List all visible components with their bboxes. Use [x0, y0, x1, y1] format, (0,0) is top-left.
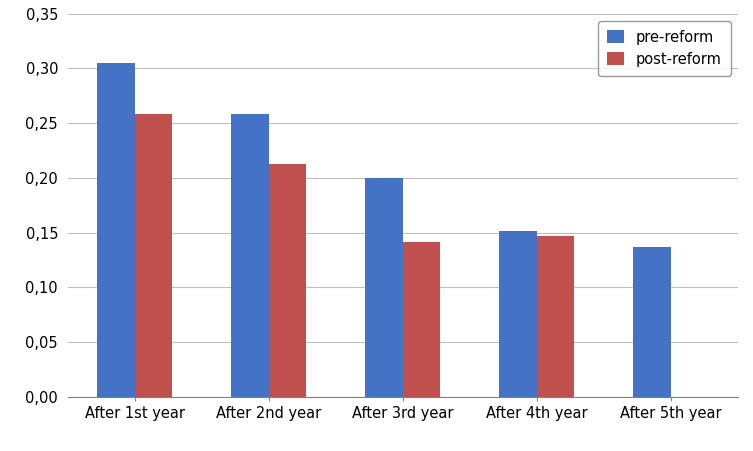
Bar	[403, 243, 441, 397]
Bar	[365, 178, 403, 397]
Bar	[633, 247, 671, 397]
Bar	[97, 63, 135, 397]
Bar	[537, 236, 575, 397]
Legend: pre-reform, post-reform: pre-reform, post-reform	[598, 21, 730, 76]
Bar	[269, 164, 306, 397]
Bar	[135, 114, 172, 397]
Bar	[231, 114, 269, 397]
Bar	[499, 231, 537, 397]
